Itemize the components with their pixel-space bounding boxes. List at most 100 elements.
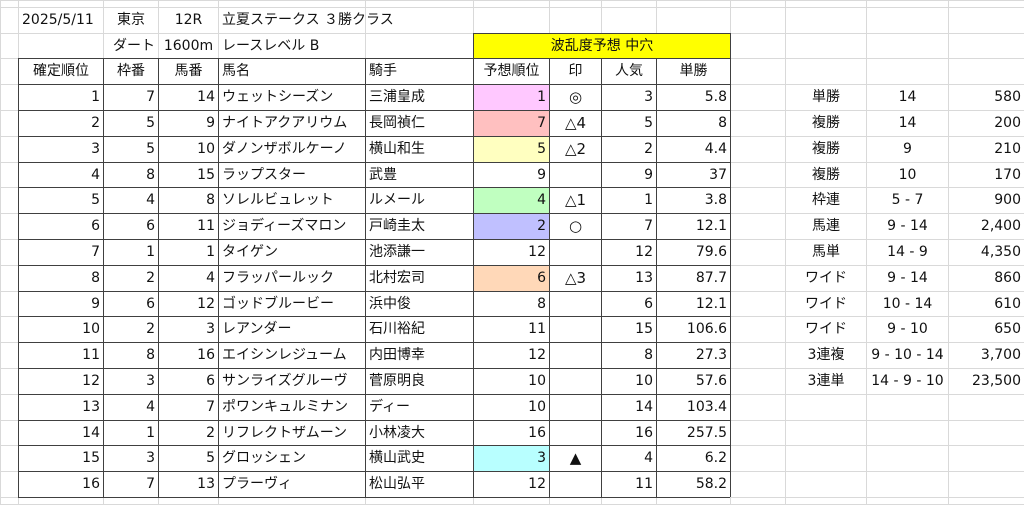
table-cell-horse[interactable]: ダノンザボルケーノ [222, 141, 347, 157]
table-cell-odds[interactable]: 257.5 [686, 425, 727, 441]
table-cell-horse[interactable]: ジョディーズマロン [222, 218, 347, 234]
table-cell-pop[interactable]: 5 [644, 115, 653, 131]
payout-type[interactable]: ワイド [805, 270, 847, 286]
table-cell-odds[interactable]: 87.7 [695, 270, 727, 286]
table-cell-pred[interactable]: 12 [528, 476, 546, 492]
table-cell-finish[interactable]: 1 [91, 89, 100, 105]
table-cell-pred[interactable]: 3 [537, 450, 546, 466]
payout-combination[interactable]: 10 [898, 167, 917, 183]
payout-amount[interactable]: 860 [994, 270, 1021, 286]
table-cell-bracket[interactable]: 4 [146, 192, 155, 208]
table-cell-bracket[interactable]: 1 [146, 425, 155, 441]
table-cell-pop[interactable]: 10 [635, 373, 653, 389]
table-cell-jockey[interactable]: 浜中俊 [369, 296, 411, 312]
table-cell-horse-no[interactable]: 11 [197, 218, 215, 234]
table-cell-horse[interactable]: ナイトアクアリウム [222, 115, 348, 131]
table-cell-finish[interactable]: 14 [82, 425, 100, 441]
table-cell-pred[interactable]: 6 [537, 270, 546, 286]
table-cell-bracket[interactable]: 4 [146, 399, 155, 415]
table-cell-horse-no[interactable]: 3 [206, 321, 215, 337]
table-cell-finish[interactable]: 2 [91, 115, 100, 131]
payout-amount[interactable]: 650 [994, 321, 1021, 337]
table-cell-bracket[interactable]: 8 [146, 347, 155, 363]
race-date[interactable]: 2025/5/11 [22, 12, 94, 28]
table-cell-mark[interactable] [550, 395, 601, 420]
table-cell-jockey[interactable]: 横山武史 [369, 450, 425, 466]
table-cell-pred[interactable]: 4 [537, 192, 546, 208]
table-cell-odds[interactable]: 103.4 [686, 399, 727, 415]
table-cell-finish[interactable]: 12 [82, 373, 100, 389]
table-cell-pop[interactable]: 13 [635, 270, 653, 286]
table-cell-pop[interactable]: 11 [635, 476, 653, 492]
table-cell-pop[interactable]: 2 [644, 141, 653, 157]
payout-amount[interactable]: 200 [994, 115, 1021, 131]
table-cell-finish[interactable]: 10 [82, 321, 100, 337]
table-cell-pred[interactable]: 2 [537, 218, 546, 234]
table-cell-mark[interactable] [550, 369, 601, 394]
table-cell-bracket[interactable]: 5 [146, 115, 155, 131]
payout-amount[interactable]: 900 [994, 192, 1021, 208]
payout-type[interactable]: 3連複 [807, 347, 845, 363]
table-cell-horse[interactable]: ラップスター [222, 167, 306, 183]
table-cell-pop[interactable]: 8 [644, 347, 653, 363]
table-cell-finish[interactable]: 7 [91, 244, 100, 260]
table-cell-finish[interactable]: 15 [82, 450, 100, 466]
table-cell-finish[interactable]: 4 [91, 167, 100, 183]
payout-amount[interactable]: 3,700 [980, 347, 1021, 363]
table-cell-horse[interactable]: レアンダー [222, 321, 292, 337]
table-cell-odds[interactable]: 3.8 [704, 192, 727, 208]
payout-combination[interactable]: 9 [903, 141, 912, 157]
table-cell-horse[interactable]: タイゲン [222, 244, 278, 260]
table-cell-mark[interactable]: ▲ [569, 449, 582, 467]
table-cell-mark[interactable]: △2 [564, 140, 587, 158]
table-cell-bracket[interactable]: 6 [146, 218, 155, 234]
table-cell-odds[interactable]: 4.4 [704, 141, 727, 157]
table-cell-mark[interactable]: ○ [568, 217, 583, 235]
table-cell-pop[interactable]: 4 [644, 450, 653, 466]
payout-type[interactable]: 複勝 [812, 167, 840, 183]
table-cell-pred[interactable]: 10 [528, 399, 546, 415]
column-header-pop[interactable]: 人気 [615, 63, 643, 79]
table-cell-horse-no[interactable]: 7 [206, 399, 215, 415]
table-cell-horse-no[interactable]: 15 [197, 167, 215, 183]
column-header-jockey[interactable]: 騎手 [369, 63, 397, 79]
race-number[interactable]: 12R [174, 12, 203, 28]
table-cell-odds[interactable]: 12.1 [695, 296, 727, 312]
table-cell-pop[interactable]: 3 [644, 89, 653, 105]
payout-combination[interactable]: 14 - 9 [887, 244, 928, 260]
table-cell-horse[interactable]: ゴッドブルービー [222, 296, 334, 312]
table-cell-finish[interactable]: 11 [82, 347, 100, 363]
table-cell-horse-no[interactable]: 8 [206, 192, 215, 208]
payout-type[interactable]: 枠連 [812, 192, 840, 208]
payout-combination[interactable]: 14 - 9 - 10 [871, 373, 944, 389]
table-cell-jockey[interactable]: ディー [369, 399, 411, 415]
table-cell-bracket[interactable]: 6 [146, 296, 155, 312]
payout-combination[interactable]: 5 - 7 [891, 192, 924, 208]
table-cell-mark[interactable]: △4 [564, 114, 587, 132]
table-cell-bracket[interactable]: 2 [146, 270, 155, 286]
table-cell-odds[interactable]: 12.1 [695, 218, 727, 234]
table-cell-mark[interactable] [550, 317, 601, 342]
table-cell-finish[interactable]: 3 [91, 141, 100, 157]
column-header-horse-no[interactable]: 馬番 [174, 63, 203, 79]
table-cell-odds[interactable]: 58.2 [695, 476, 727, 492]
table-cell-odds[interactable]: 79.6 [695, 244, 727, 260]
table-cell-pop[interactable]: 16 [635, 425, 653, 441]
payout-type[interactable]: ワイド [805, 296, 847, 312]
table-cell-jockey[interactable]: 戸崎圭太 [369, 218, 425, 234]
table-cell-jockey[interactable]: 池添謙一 [369, 244, 425, 260]
table-cell-odds[interactable]: 8 [718, 115, 727, 131]
table-cell-jockey[interactable]: 北村宏司 [369, 270, 425, 286]
table-cell-horse-no[interactable]: 9 [206, 115, 215, 131]
table-cell-horse[interactable]: ウェットシーズン [222, 89, 334, 105]
table-cell-jockey[interactable]: 横山和生 [369, 141, 425, 157]
table-cell-horse[interactable]: ソレルビュレット [222, 192, 334, 208]
table-cell-bracket[interactable]: 5 [146, 141, 155, 157]
table-cell-mark[interactable]: △3 [564, 269, 587, 287]
payout-combination[interactable]: 9 - 14 [887, 270, 928, 286]
table-cell-horse-no[interactable]: 10 [197, 141, 215, 157]
table-cell-bracket[interactable]: 1 [146, 244, 155, 260]
column-header-mark[interactable]: 印 [568, 63, 583, 79]
table-cell-jockey[interactable]: 石川裕紀 [369, 321, 425, 337]
payout-combination[interactable]: 9 - 14 [887, 218, 928, 234]
